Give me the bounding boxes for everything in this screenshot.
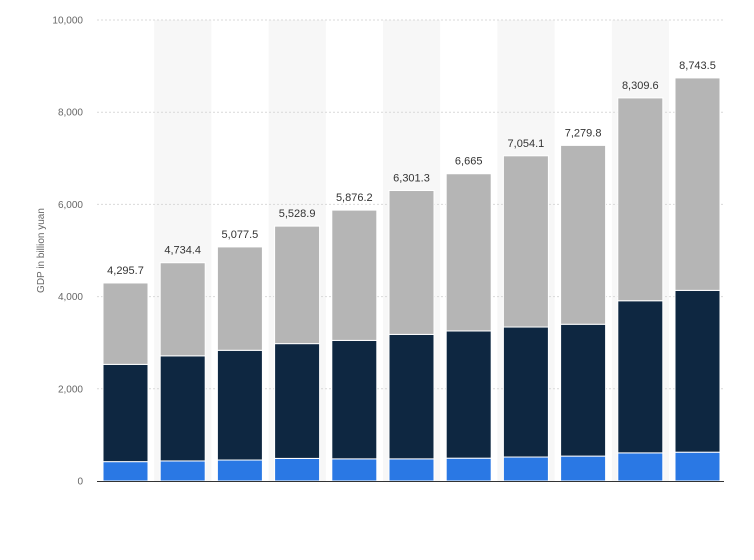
data-label: 7,279.8 <box>565 127 602 139</box>
bar-segment <box>159 460 206 482</box>
bar-segment <box>617 300 664 454</box>
bar-segment <box>102 282 149 365</box>
bar-segment <box>502 456 549 482</box>
bar-segment <box>674 77 721 291</box>
bar-segment <box>560 144 607 325</box>
bar-segment <box>274 225 321 345</box>
bars <box>102 77 721 482</box>
bar-segment <box>216 349 263 461</box>
bar-segment <box>274 457 321 482</box>
data-label: 5,528.9 <box>279 208 316 220</box>
bar-segment <box>159 355 206 462</box>
y-axis-title: GDP in billion yuan <box>36 208 47 293</box>
data-label: 4,295.7 <box>107 265 144 277</box>
y-tick-label: 10,000 <box>52 16 83 27</box>
bar-segment <box>331 339 378 460</box>
bar-segment <box>216 246 263 351</box>
bar-segment <box>331 458 378 482</box>
data-label: 7,054.1 <box>508 138 545 150</box>
bar-segment <box>617 97 664 302</box>
bar-segment <box>102 461 149 482</box>
data-label: 4,734.4 <box>164 245 201 257</box>
data-labels: 4,295.7 4,734.4 5,077.5 5,528.9 5,876.2 6,301… <box>107 60 716 277</box>
bar-segment <box>617 452 664 482</box>
bar-segment <box>674 451 721 482</box>
bar-segment <box>159 262 206 357</box>
y-tick-label: 4,000 <box>58 292 83 303</box>
data-label: 5,876.2 <box>336 192 373 204</box>
data-label: 8,309.6 <box>622 80 659 92</box>
bar-segment <box>445 457 492 482</box>
data-label: 8,743.5 <box>679 60 716 72</box>
bar-segment <box>560 323 607 457</box>
y-tick-label: 8,000 <box>58 108 83 119</box>
y-tick-label: 2,000 <box>58 384 83 395</box>
bar-segment <box>274 343 321 459</box>
bar-segment <box>674 289 721 453</box>
bar-segment <box>502 155 549 328</box>
data-label: 6,301.3 <box>393 173 430 185</box>
bar-segment <box>216 459 263 482</box>
bar-segment <box>502 326 549 458</box>
bar-segment <box>102 363 149 463</box>
bar-segment <box>445 173 492 332</box>
bar-segment <box>331 209 378 341</box>
data-label: 5,077.5 <box>222 229 259 241</box>
data-label: 6,665 <box>455 156 483 168</box>
y-tick-label: 0 <box>77 477 83 488</box>
y-tick-label: 6,000 <box>58 200 83 211</box>
bar-segment <box>388 333 435 460</box>
bar-segment <box>560 455 607 482</box>
bar-segment <box>388 458 435 482</box>
y-axis-ticks: 0 2,000 4,000 6,000 8,000 10,000 <box>52 16 83 488</box>
bar-segment <box>388 190 435 335</box>
bar-segment <box>445 330 492 459</box>
